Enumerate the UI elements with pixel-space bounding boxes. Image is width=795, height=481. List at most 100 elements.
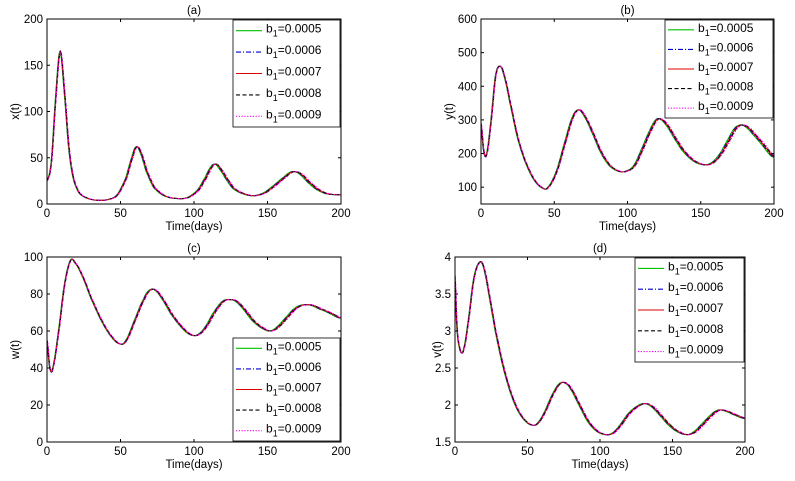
legend-label-rest: =0.0007 (680, 301, 724, 315)
legend-label-rest: =0.0005 (680, 259, 724, 273)
y-tick-label: 20 (30, 400, 43, 412)
x-tick-label: 150 (258, 446, 277, 458)
legend-label-sub: 1 (705, 28, 710, 38)
series-line-b1-0-0009 (47, 258, 341, 373)
legend-label-sub: 1 (675, 308, 680, 318)
y-axis-label: y(t) (444, 103, 456, 120)
x-axis-label: Time(days) (165, 459, 222, 471)
legend-label-sub: 1 (273, 367, 278, 377)
x-tick-label: 150 (258, 208, 277, 220)
x-axis-label: Time(days) (571, 459, 628, 471)
legend-label-sub: 1 (705, 106, 710, 116)
series-group (47, 49, 341, 201)
legend-label-rest: =0.0006 (680, 280, 724, 294)
legend-label-rest: =0.0008 (278, 86, 322, 100)
y-tick-label: 80 (30, 289, 43, 301)
legend-label-main: b (266, 107, 273, 121)
y-tick-label: 200 (24, 14, 43, 26)
x-tick-label: 0 (44, 208, 50, 220)
legend-label-sub: 1 (273, 429, 278, 439)
legend-entry: b1=0.0008 (668, 322, 724, 339)
x-tick-label: 100 (590, 446, 609, 458)
y-tick-label: 150 (24, 60, 43, 72)
legend-label-main: b (266, 360, 273, 374)
panel-b: 0 50 100 150 200 100 200 300 400 500 600 (b) Time(da… (444, 5, 784, 233)
legend-label-main: b (266, 401, 273, 415)
legend-label-sub: 1 (675, 350, 680, 360)
y-axis-label: v(t) (432, 341, 444, 358)
legend-label-main: b (698, 80, 705, 94)
y-tick-label: 2 (445, 400, 451, 412)
x-tick-label: 50 (548, 208, 561, 220)
panel-title: (b) (620, 5, 634, 17)
legend-label-rest: =0.0008 (680, 322, 724, 336)
legend-entry: b1=0.0008 (698, 80, 754, 97)
panel-d: 0 50 100 150 200 1.5 2 2.5 3 3.5 4 (d) Time(days) v(t… (432, 243, 755, 471)
legend-entry: b1=0.0007 (266, 381, 322, 398)
legend-label-sub: 1 (675, 266, 680, 276)
legend-entry: b1=0.0005 (668, 259, 724, 276)
legend: b1=0.0005b1=0.0006b1=0.0007b1=0.0008b1=0… (232, 19, 341, 128)
legend-label-sub: 1 (273, 50, 278, 60)
series-group (481, 65, 774, 190)
legend-label-sub: 1 (273, 114, 278, 124)
legend-entry: b1=0.0007 (698, 60, 754, 77)
x-tick-label: 150 (691, 208, 710, 220)
x-tick-label: 200 (331, 208, 350, 220)
legend-label-main: b (266, 422, 273, 436)
legend-box (664, 19, 774, 119)
y-tick-label: 1.5 (435, 437, 451, 449)
x-tick-label: 200 (735, 446, 754, 458)
y-tick-label: 300 (458, 115, 477, 127)
legend-label-main: b (668, 343, 675, 357)
y-tick-label: 100 (24, 252, 43, 264)
legend-label-rest: =0.0008 (278, 401, 322, 415)
legend-label-main: b (698, 99, 705, 113)
legend-label-main: b (668, 322, 675, 336)
x-axis-label: Time(days) (599, 221, 656, 233)
x-tick-label: 100 (184, 208, 203, 220)
legend-entry: b1=0.0009 (698, 99, 754, 116)
y-tick-label: 500 (458, 48, 477, 60)
legend-entry: b1=0.0005 (266, 22, 322, 39)
legend-entry: b1=0.0008 (266, 86, 322, 103)
legend-label-rest: =0.0005 (278, 339, 322, 353)
legend-label-sub: 1 (273, 29, 278, 39)
legend-label-sub: 1 (705, 67, 710, 77)
y-tick-label: 0 (37, 437, 43, 449)
legend-label-rest: =0.0007 (278, 381, 322, 395)
legend-label-main: b (266, 65, 273, 79)
legend-label-main: b (266, 43, 273, 57)
legend-label-rest: =0.0006 (710, 40, 754, 54)
legend-entry: b1=0.0005 (266, 339, 322, 356)
legend-label-sub: 1 (705, 47, 710, 57)
x-tick-label: 100 (618, 208, 637, 220)
legend-label-sub: 1 (675, 287, 680, 297)
y-tick-label: 0 (37, 199, 43, 211)
y-axis-label: w(t) (10, 340, 22, 360)
panel-title: (a) (187, 5, 201, 17)
panel-a: 0 50 100 150 200 0 50 100 150 200 (a) Time(days) x(t… (10, 5, 351, 233)
legend-entry: b1=0.0006 (668, 280, 724, 297)
legend-label-main: b (698, 40, 705, 54)
legend-label-sub: 1 (705, 87, 710, 97)
legend-label-main: b (668, 259, 675, 273)
legend-entry: b1=0.0009 (266, 107, 322, 124)
legend-label-rest: =0.0009 (680, 343, 724, 357)
y-tick-label: 50 (30, 153, 43, 165)
series-line-b1-0-0008 (455, 260, 745, 436)
legend-entry: b1=0.0009 (668, 343, 724, 360)
series-line-b1-0-0008 (481, 65, 774, 190)
x-axis-label: Time(days) (165, 221, 222, 233)
legend-label-sub: 1 (273, 93, 278, 103)
x-tick-label: 200 (764, 208, 783, 220)
legend-label-rest: =0.0006 (278, 360, 322, 374)
legend-label-main: b (698, 60, 705, 74)
series-line-b1-0-0009 (47, 50, 341, 201)
legend-label-main: b (668, 280, 675, 294)
legend-entry: b1=0.0006 (266, 43, 322, 60)
legend-label-main: b (668, 301, 675, 315)
panel-title: (d) (593, 243, 607, 255)
y-tick-label: 2.5 (435, 363, 451, 375)
